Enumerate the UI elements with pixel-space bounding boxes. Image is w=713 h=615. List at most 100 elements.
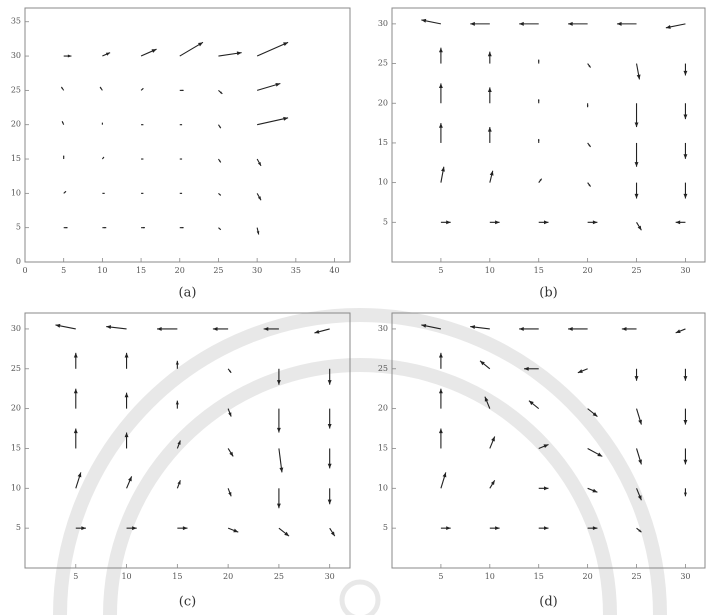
x-tick-label: 40	[329, 266, 339, 275]
x-tick-label: 10	[485, 266, 495, 275]
y-tick-label: 5	[383, 523, 388, 532]
arrow-head	[228, 412, 231, 416]
vector-arrow	[568, 22, 588, 26]
vector-arrow	[683, 64, 687, 76]
arrow-head	[491, 437, 495, 442]
arrow-head	[578, 369, 583, 373]
vector-arrow	[635, 143, 639, 167]
vector-arrow	[127, 476, 132, 488]
vector-arrow	[141, 124, 143, 125]
x-tick-label: 5	[73, 572, 78, 581]
arrow-head	[275, 83, 280, 87]
vector-arrow	[228, 409, 231, 417]
vector-arrow	[441, 167, 445, 183]
vector-arrow	[63, 156, 64, 159]
vector-arrow	[588, 143, 591, 147]
arrow-head	[676, 220, 681, 224]
vector-arrow	[125, 393, 129, 409]
arrow-head	[488, 127, 492, 132]
x-tick-label: 10	[485, 572, 495, 581]
vector-arrow	[141, 49, 156, 56]
x-tick-label: 20	[583, 266, 593, 275]
arrow-head	[568, 327, 573, 331]
vector-arrow	[683, 448, 687, 464]
arrow-head	[495, 526, 500, 530]
vector-arrow	[421, 19, 441, 24]
arrow-head	[544, 486, 549, 490]
vector-arrow	[538, 139, 540, 143]
vector-arrow	[519, 327, 539, 331]
arrow-head	[439, 123, 443, 128]
vector-arrow	[488, 87, 492, 103]
x-tick-label: 30	[680, 572, 690, 581]
arrow-head	[446, 526, 451, 530]
vector-arrow	[683, 183, 687, 199]
x-tick-label: 5	[438, 266, 443, 275]
y-tick-label: 15	[378, 443, 388, 452]
arrow-head	[328, 380, 332, 385]
vector-arrow	[683, 369, 687, 381]
arrow-head	[666, 25, 671, 29]
vector-arrow	[488, 127, 492, 143]
y-tick-label: 35	[11, 17, 21, 26]
arrow-head	[277, 504, 281, 509]
vector-arrow	[588, 183, 591, 187]
vector-arrow	[470, 22, 490, 26]
vector-arrow	[539, 486, 549, 490]
panel-caption: (b)	[539, 286, 557, 301]
y-tick-label: 30	[11, 324, 21, 333]
plot-frame	[25, 8, 350, 262]
vector-arrow	[257, 193, 261, 200]
vector-arrow	[480, 361, 490, 369]
arrow-head	[441, 167, 445, 172]
figure: 051015202530354005101520253035(a)5101520…	[0, 0, 713, 615]
vector-arrow	[177, 480, 180, 488]
arrow-head	[683, 420, 687, 425]
x-tick-label: 5	[438, 572, 443, 581]
vector-arrow	[441, 472, 446, 488]
x-tick-label: 15	[534, 266, 544, 275]
arrow-head	[421, 19, 426, 23]
vector-arrow	[676, 220, 686, 224]
arrow-head	[78, 472, 82, 477]
x-tick-label: 30	[680, 266, 690, 275]
vector-arrow	[588, 64, 591, 68]
vector-arrow	[538, 60, 540, 64]
vector-arrow	[102, 157, 104, 159]
vector-arrow	[676, 329, 686, 333]
vector-arrow	[637, 409, 642, 425]
arrow-head	[617, 22, 622, 26]
arrow-head	[439, 389, 443, 394]
arrow-head	[237, 51, 242, 55]
vector-arrow	[61, 87, 63, 90]
vector-arrow	[218, 228, 220, 230]
vector-arrow	[55, 324, 75, 329]
arrow-head	[228, 492, 231, 496]
arrow-head	[568, 22, 573, 26]
vector-arrow	[617, 22, 637, 26]
arrow-head	[132, 526, 137, 530]
y-tick-label: 20	[11, 404, 21, 413]
arrow-head	[635, 376, 639, 381]
y-tick-label: 20	[378, 404, 388, 413]
arrow-head	[593, 220, 598, 224]
arrow-head	[683, 154, 687, 159]
vector-arrow	[257, 117, 288, 125]
vector-arrow	[102, 193, 104, 194]
x-tick-label: 35	[291, 266, 301, 275]
arrow-head	[439, 83, 443, 88]
vector-arrow	[277, 409, 281, 433]
vector-arrow	[519, 22, 539, 26]
vector-arrow	[218, 90, 222, 93]
vector-arrow	[328, 488, 332, 504]
vector-arrow	[683, 409, 687, 425]
vector-arrow	[157, 327, 177, 331]
arrow-head	[635, 194, 639, 199]
vector-arrow	[180, 159, 182, 160]
arrow-head	[683, 460, 687, 465]
y-tick-label: 30	[11, 51, 21, 60]
arrow-head	[495, 220, 500, 224]
vector-arrow	[64, 227, 68, 229]
vector-arrow	[684, 488, 687, 496]
